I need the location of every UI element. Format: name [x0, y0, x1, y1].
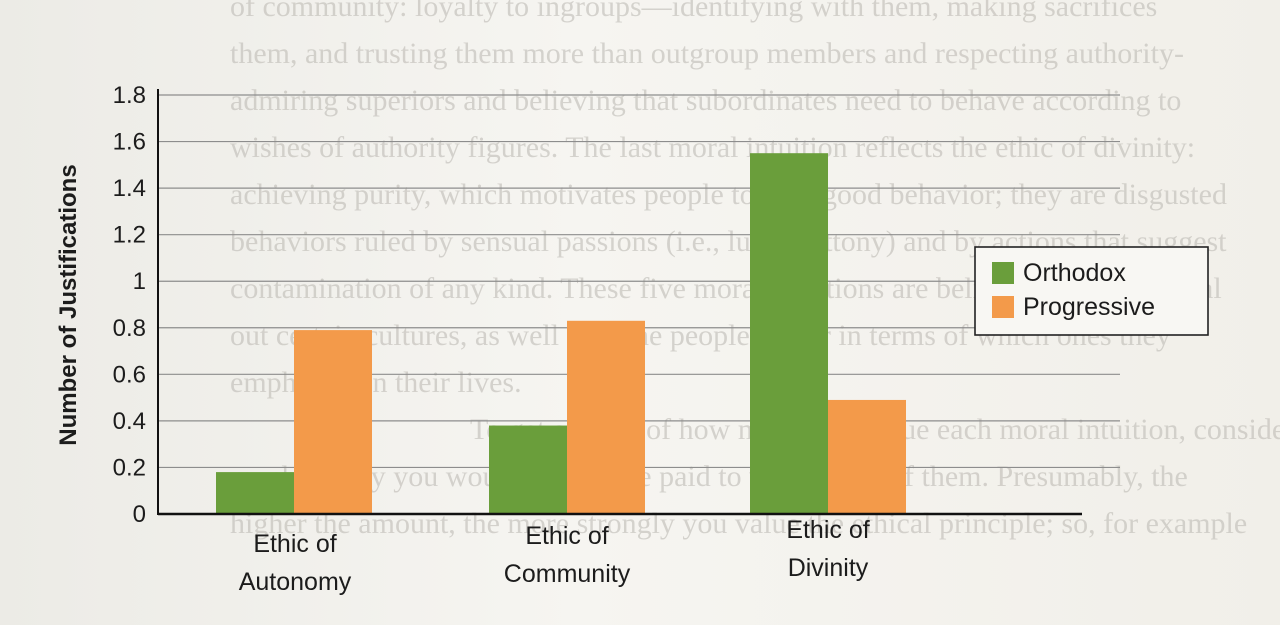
y-axis-ticks: 0 0.2 0.4 0.6 0.8 1 1.2 1.4 1.6 1.8 [113, 82, 146, 528]
background-text-line: much money you would need to be paid to … [230, 460, 1188, 493]
legend-label-progressive: Progressive [1023, 293, 1155, 321]
axes [157, 89, 1082, 516]
y-tick-label: 0.6 [113, 361, 146, 388]
y-tick-label: 0.8 [113, 315, 146, 342]
y-axis-label: Number of Justifications [55, 164, 82, 445]
background-page-text: of community: loyalty to ingroups—identi… [230, 0, 1280, 540]
legend-box [974, 246, 1209, 336]
x-category-label: Ethic of [786, 516, 869, 544]
y-tick-label: 1.4 [113, 175, 146, 202]
x-category-label: Ethic of [525, 522, 608, 550]
background-text-line: them, and trusting them more than outgro… [230, 37, 1184, 70]
y-tick-label: 0.2 [113, 454, 146, 481]
bar-progressive-1 [567, 320, 645, 514]
legend-swatch-orthodox [992, 262, 1014, 284]
background-text-line: of community: loyalty to ingroups—identi… [230, 0, 1157, 23]
x-category-label: Autonomy [239, 568, 352, 596]
y-tick-label: 1.2 [113, 222, 146, 249]
bar-progressive-0 [294, 330, 372, 514]
x-category-label: Ethic of [253, 530, 336, 558]
background-text-line: emphasize in their lives. [230, 366, 522, 399]
background-text-line: wishes of authority figures. The last mo… [230, 131, 1195, 164]
legend: Orthodox Progressive [974, 246, 1209, 336]
y-tick-label: 1.8 [113, 82, 146, 109]
x-category-label: Divinity [788, 554, 869, 582]
legend-swatch-progressive [992, 296, 1014, 318]
y-tick-label: 0 [133, 501, 146, 528]
background-text-line: achieving purity, which motivates people… [230, 178, 1227, 211]
bar-progressive-2 [828, 399, 906, 514]
y-tick-label: 0.4 [113, 408, 146, 435]
legend-label-orthodox: Orthodox [1023, 259, 1126, 287]
bar-orthodox-1 [489, 425, 567, 514]
bars [216, 153, 906, 514]
x-category-label: Community [504, 560, 631, 588]
bar-orthodox-2 [750, 153, 828, 514]
background-text-line: admiring superiors and believing that su… [230, 84, 1181, 117]
background-text-line: higher the amount, the more strongly you… [230, 507, 1247, 540]
bar-orthodox-0 [216, 472, 294, 514]
y-tick-label: 1 [133, 268, 146, 295]
y-tick-label: 1.6 [113, 129, 146, 156]
x-axis-categories: Ethic of Autonomy Ethic of Community Ethic o… [239, 516, 870, 596]
